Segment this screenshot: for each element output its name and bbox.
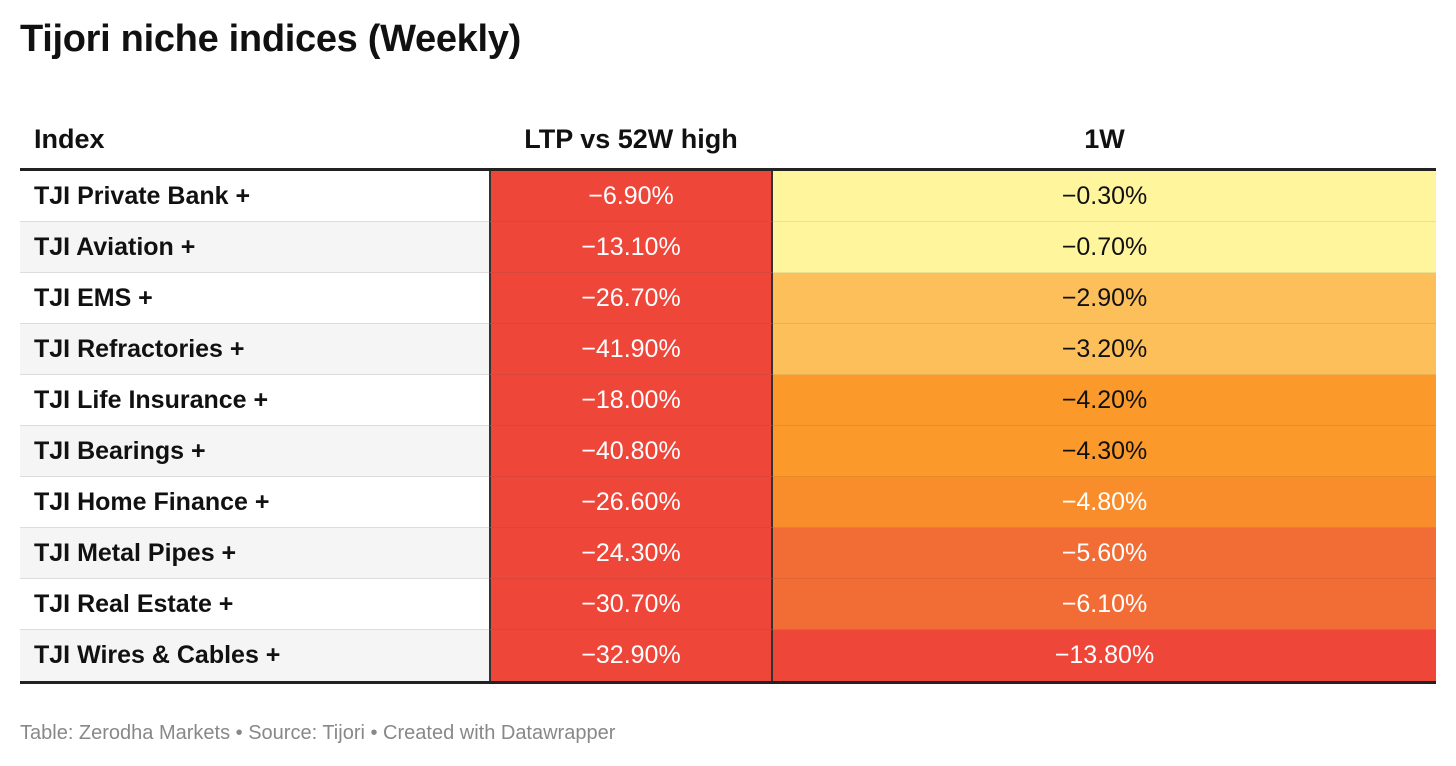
one-week-cell: −3.20% [773, 324, 1436, 375]
index-name-cell: TJI Life Insurance + [20, 375, 489, 426]
index-name-cell: TJI Home Finance + [20, 477, 489, 528]
ltp-vs-52w-cell: −26.70% [489, 273, 773, 324]
table-footer-credit: Table: Zerodha Markets • Source: Tijori … [20, 722, 616, 744]
table-row: TJI Home Finance + −26.60% −4.80% [20, 477, 1436, 528]
ltp-vs-52w-cell: −32.90% [489, 630, 773, 681]
ltp-vs-52w-cell: −26.60% [489, 477, 773, 528]
table-row: TJI Aviation + −13.10% −0.70% [20, 222, 1436, 273]
one-week-cell: −4.80% [773, 477, 1436, 528]
ltp-vs-52w-cell: −30.70% [489, 579, 773, 630]
ltp-vs-52w-cell: −6.90% [489, 171, 773, 222]
one-week-cell: −4.20% [773, 375, 1436, 426]
data-table: Index LTP vs 52W high 1W TJI Private Ban… [20, 110, 1436, 684]
table-body: TJI Private Bank + −6.90% −0.30% TJI Aviati… [20, 171, 1436, 681]
one-week-cell: −5.60% [773, 528, 1436, 579]
index-name-cell: TJI Private Bank + [20, 171, 489, 222]
ltp-vs-52w-cell: −24.30% [489, 528, 773, 579]
ltp-vs-52w-cell: −41.90% [489, 324, 773, 375]
column-header-ltp[interactable]: LTP vs 52W high [524, 123, 738, 154]
table-row: TJI Bearings + −40.80% −4.30% [20, 426, 1436, 477]
one-week-cell: −0.30% [773, 171, 1436, 222]
index-name-cell: TJI Real Estate + [20, 579, 489, 630]
one-week-cell: −2.90% [773, 273, 1436, 324]
one-week-cell: −4.30% [773, 426, 1436, 477]
index-name-cell: TJI Bearings + [20, 426, 489, 477]
column-header-1w[interactable]: 1W [1084, 123, 1125, 154]
table-row: TJI EMS + −26.70% −2.90% [20, 273, 1436, 324]
table-bottom-rule [20, 681, 1436, 684]
index-name-cell: TJI Refractories + [20, 324, 489, 375]
one-week-cell: −6.10% [773, 579, 1436, 630]
index-name-cell: TJI Aviation + [20, 222, 489, 273]
one-week-cell: −13.80% [773, 630, 1436, 681]
table-header: Index LTP vs 52W high 1W [20, 110, 1436, 171]
ltp-vs-52w-cell: −40.80% [489, 426, 773, 477]
one-week-cell: −0.70% [773, 222, 1436, 273]
table-row: TJI Refractories + −41.90% −3.20% [20, 324, 1436, 375]
index-name-cell: TJI Metal Pipes + [20, 528, 489, 579]
ltp-vs-52w-cell: −13.10% [489, 222, 773, 273]
page-title: Tijori niche indices (Weekly) [20, 18, 521, 60]
table-row: TJI Real Estate + −30.70% −6.10% [20, 579, 1436, 630]
table-row: TJI Wires & Cables + −32.90% −13.80% [20, 630, 1436, 681]
ltp-vs-52w-cell: −18.00% [489, 375, 773, 426]
table-row: TJI Private Bank + −6.90% −0.30% [20, 171, 1436, 222]
index-name-cell: TJI Wires & Cables + [20, 630, 489, 681]
index-name-cell: TJI EMS + [20, 273, 489, 324]
table-row: TJI Life Insurance + −18.00% −4.20% [20, 375, 1436, 426]
column-header-index[interactable]: Index [34, 123, 105, 154]
table-row: TJI Metal Pipes + −24.30% −5.60% [20, 528, 1436, 579]
